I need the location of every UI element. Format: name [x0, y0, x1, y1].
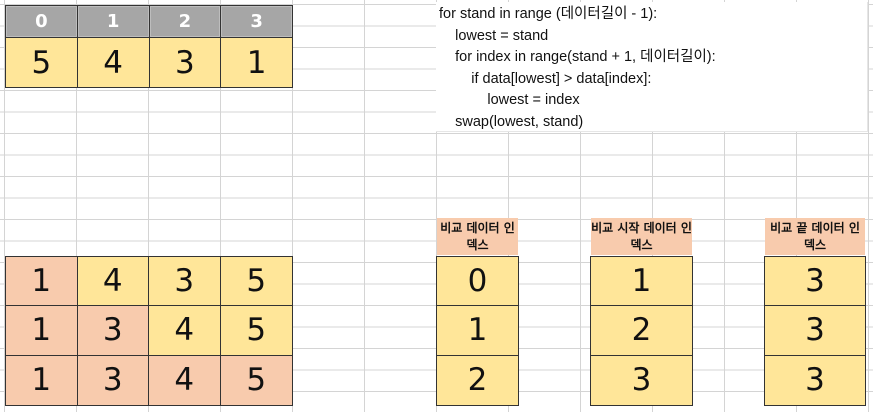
compare-end-cell[interactable]: 3: [765, 257, 865, 307]
compare-end-column: 3 3 3: [764, 256, 866, 406]
code-line: lowest = index: [439, 92, 580, 108]
pass-cell[interactable]: 1: [6, 355, 78, 405]
code-line: lowest = stand: [439, 27, 549, 44]
pass-cell[interactable]: 3: [77, 355, 149, 405]
compare-start-cell[interactable]: 1: [591, 257, 692, 307]
code-line: for index in range(stand + 1, 데이터길이):: [439, 49, 716, 65]
compare-start-cell[interactable]: 3: [591, 355, 692, 405]
compare-end-cell[interactable]: 3: [765, 306, 865, 356]
index-header-cell[interactable]: 2: [149, 6, 222, 37]
code-line: swap(lowest, stand): [439, 113, 584, 130]
sort-passes-grid: 1 4 3 5 1 3 4 5 1 3 4 5: [5, 256, 293, 406]
pass-cell[interactable]: 1: [6, 306, 78, 356]
index-header-cell[interactable]: 0: [6, 6, 78, 37]
pass-cell[interactable]: 4: [149, 306, 221, 356]
pass-cell[interactable]: 5: [220, 257, 292, 307]
pass-cell[interactable]: 4: [149, 355, 221, 405]
compare-end-cell[interactable]: 3: [765, 355, 865, 405]
compare-index-column: 0 1 2: [436, 256, 519, 406]
code-line: for stand in range (데이터길이 - 1):: [439, 6, 658, 22]
pass-cell[interactable]: 3: [77, 306, 149, 356]
pass-cell[interactable]: 3: [149, 257, 221, 307]
index-header-cell[interactable]: 1: [77, 6, 150, 37]
compare-index-cell[interactable]: 1: [437, 306, 518, 356]
index-header-row: 0 1 2 3: [5, 5, 293, 38]
array-values-row: 5 4 3 1: [5, 38, 293, 88]
pass-cell[interactable]: 5: [220, 306, 292, 356]
array-value-cell[interactable]: 3: [149, 38, 222, 87]
code-textbox[interactable]: for stand in range (데이터길이 - 1): lowest =…: [436, 2, 868, 132]
compare-index-cell[interactable]: 0: [437, 257, 518, 307]
index-header-cell[interactable]: 3: [221, 6, 292, 37]
compare-index-label[interactable]: 비교 데이터 인덱스: [437, 218, 518, 255]
compare-start-column: 1 2 3: [590, 256, 693, 406]
array-value-cell[interactable]: 5: [6, 38, 78, 87]
pass-cell[interactable]: 5: [220, 355, 292, 405]
array-value-cell[interactable]: 4: [77, 38, 150, 87]
pass-cell[interactable]: 1: [6, 257, 78, 307]
code-line: if data[lowest] > data[index]:: [439, 70, 652, 87]
compare-index-cell[interactable]: 2: [437, 355, 518, 405]
pass-cell[interactable]: 4: [77, 257, 149, 307]
compare-start-label[interactable]: 비교 시작 데이터 인덱스: [591, 218, 692, 255]
compare-start-cell[interactable]: 2: [591, 306, 692, 356]
array-value-cell[interactable]: 1: [221, 38, 292, 87]
compare-end-label[interactable]: 비교 끝 데이터 인덱스: [765, 218, 865, 255]
